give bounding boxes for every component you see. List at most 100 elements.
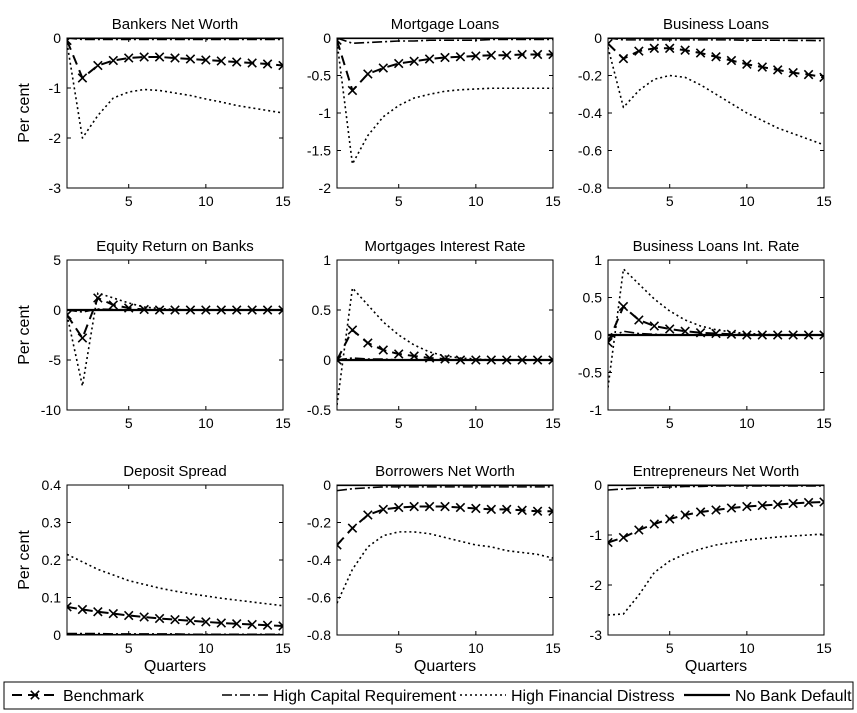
- series-line-hfd: [337, 531, 553, 604]
- x-axis-label: Quarters: [144, 658, 206, 675]
- subplot-axes: [66, 259, 284, 411]
- series-marker: [378, 504, 389, 515]
- series-marker: [262, 620, 273, 631]
- series-marker: [108, 55, 119, 66]
- series-marker: [123, 610, 134, 621]
- x-tick-label: 10: [198, 415, 214, 431]
- series-marker: [393, 502, 404, 513]
- x-tick-label: 10: [468, 640, 484, 656]
- subplot-axes: [607, 484, 825, 636]
- series-marker: [247, 619, 257, 630]
- x-tick-label: 5: [666, 640, 674, 656]
- series-marker: [363, 338, 373, 348]
- subplot-5: Mortgages Interest Rate 5 10 15 -0.5 0 0.5 1: [307, 238, 561, 431]
- y-tick-label: -3: [590, 627, 603, 643]
- series-line-hcr: [337, 38, 553, 45]
- series-line-hcr: [337, 486, 553, 492]
- series-marker: [67, 310, 72, 320]
- x-tick-label: 5: [395, 640, 403, 656]
- y-tick-label: 0.4: [42, 477, 62, 493]
- series-marker: [363, 69, 373, 79]
- subplot-title: Entrepreneurs Net Worth: [633, 463, 799, 480]
- legend-marker: [30, 690, 40, 700]
- series-marker: [247, 58, 257, 68]
- y-tick-label: -1: [590, 527, 603, 543]
- series-line-hcr: [608, 38, 824, 42]
- series-marker: [77, 604, 88, 615]
- subplot-series: [67, 292, 283, 387]
- series-line-hfd: [337, 41, 553, 165]
- series-marker: [108, 300, 119, 310]
- series-marker: [695, 507, 706, 517]
- y-tick-label: 0.1: [42, 590, 62, 606]
- series-marker: [618, 301, 629, 312]
- subplot-8: Borrowers Net Worth 5 10 15 -0.8 -0.6 -0.4 -0.2…: [307, 463, 561, 675]
- series-marker: [67, 602, 72, 612]
- y-tick-label: 0: [53, 627, 61, 643]
- series-marker: [409, 56, 419, 67]
- series-marker: [742, 59, 752, 70]
- series-marker: [393, 58, 404, 69]
- series-line-benchmark: [67, 40, 283, 79]
- x-tick-label: 10: [468, 415, 484, 431]
- y-tick-label: -2: [590, 577, 603, 593]
- y-tick-label: 1: [323, 252, 331, 268]
- x-axis-label: Quarters: [685, 658, 747, 675]
- legend-label-hfd: High Financial Distress: [511, 688, 675, 705]
- subplot-series: [67, 38, 283, 139]
- series-line-hfd: [608, 268, 824, 388]
- series-marker: [695, 48, 706, 58]
- y-tick-label: 0: [594, 327, 602, 343]
- series-marker: [170, 53, 180, 63]
- series-line-hfd: [608, 47, 824, 146]
- series-marker: [680, 510, 690, 520]
- series-marker: [201, 617, 211, 627]
- series-marker: [337, 38, 342, 46]
- series-marker: [501, 50, 512, 61]
- subplot-axes: [336, 37, 554, 189]
- series-marker: [93, 293, 103, 303]
- y-tick-label: 0.2: [42, 552, 62, 568]
- y-tick-label: 0: [53, 30, 61, 46]
- x-tick-label: 15: [275, 193, 291, 209]
- series-marker: [517, 505, 527, 516]
- subplot-6: Business Loans Int. Rate 5 10 15 -1 -0.5 0 0.5 1: [578, 238, 832, 431]
- subplot-series: [337, 38, 553, 165]
- series-line-hcr: [608, 485, 824, 491]
- y-tick-label: 0: [323, 352, 331, 368]
- subplot-title: Deposit Spread: [123, 463, 226, 480]
- series-marker: [278, 621, 283, 631]
- series-marker: [803, 69, 814, 80]
- series-marker: [618, 53, 629, 64]
- x-tick-label: 15: [275, 415, 291, 431]
- series-marker: [532, 49, 543, 60]
- subplot-series: [337, 485, 553, 604]
- series-marker: [501, 504, 512, 515]
- series-marker: [77, 73, 88, 83]
- series-marker: [77, 333, 88, 343]
- x-tick-label: 15: [816, 193, 832, 209]
- x-tick-label: 10: [739, 640, 755, 656]
- y-tick-label: 0: [323, 30, 331, 46]
- subplot-series: [67, 553, 283, 635]
- y-tick-label: -1.5: [307, 143, 331, 159]
- series-marker: [440, 501, 450, 512]
- series-marker: [517, 49, 527, 60]
- series-marker: [532, 506, 543, 517]
- series-marker: [819, 72, 824, 83]
- series-marker: [608, 38, 613, 49]
- series-marker: [201, 55, 211, 65]
- y-tick-label: 0: [53, 302, 61, 318]
- series-marker: [618, 532, 629, 543]
- series-marker: [664, 514, 675, 524]
- series-line-benchmark: [337, 39, 553, 92]
- series-marker: [139, 612, 149, 622]
- subplot-series: [608, 268, 824, 388]
- series-marker: [278, 60, 283, 71]
- series-line-hfd: [67, 292, 283, 387]
- subplot-title: Mortgage Loans: [391, 16, 499, 33]
- series-marker: [347, 85, 358, 96]
- series-marker: [231, 57, 242, 67]
- series-marker: [757, 500, 768, 511]
